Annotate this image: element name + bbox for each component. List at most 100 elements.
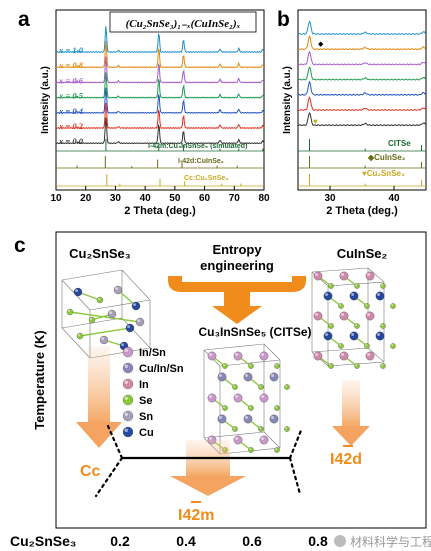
atom [390, 343, 396, 349]
atom [274, 405, 280, 411]
x-tick-label: 10 [50, 193, 62, 204]
panel-b-label-cuinse2: ◆CuInSe₂ [367, 153, 406, 162]
atom [232, 426, 238, 432]
atom [66, 308, 74, 316]
atom [365, 311, 375, 321]
left-cooling-arrow [76, 346, 122, 448]
cu2snse3-crystal-structure [61, 269, 151, 359]
series-label: x = 0.4 [58, 106, 83, 116]
x-tick-label: 40 [140, 193, 152, 204]
atom [328, 323, 334, 329]
atom [354, 363, 360, 369]
panel-a-label: a [18, 8, 30, 31]
xrd-pattern-3 [55, 72, 265, 99]
legend-item: Sn [122, 410, 153, 423]
middle-cooling-arrow [170, 440, 246, 496]
cell-edge [61, 327, 91, 359]
panel-a-x-ticks: 10 20 30 40 50 60 70 80 [50, 186, 270, 204]
cell-edge [121, 269, 151, 301]
atom [107, 309, 117, 319]
xrd-pattern-5 [55, 102, 265, 130]
atom [135, 317, 145, 327]
panel-b-xlabel: 2 Theta (deg.) [326, 205, 398, 217]
ref-label-cc: Cc:Cu₂SnSe₃ [184, 175, 228, 182]
cell-edge [367, 347, 385, 363]
atom [232, 384, 238, 390]
x-axis-tick-0-4: 0.4 [176, 533, 196, 549]
cuinse2-crystal-structure [311, 267, 396, 369]
cell-edge [219, 359, 281, 367]
xrd-pattern-6 [55, 117, 265, 145]
atom [269, 414, 279, 424]
cell-edge [367, 267, 385, 283]
phase-boundaries [94, 424, 304, 498]
x-tick-label: 20 [80, 193, 92, 204]
atom [284, 426, 290, 432]
legend-label: Cu/In/Sn [139, 363, 184, 375]
atom [339, 351, 349, 361]
atom [131, 301, 141, 311]
atom [365, 271, 375, 281]
atom [390, 303, 396, 309]
legend-item: Cu/In/Sn [122, 362, 184, 375]
atom [274, 447, 280, 453]
atom [122, 394, 134, 406]
phase-label-i42m: I42m [178, 507, 214, 524]
x-axis-tick-0-8: 0.8 [308, 533, 328, 549]
atom [233, 435, 243, 445]
x-tick-label: 60 [199, 193, 211, 204]
zoom-pattern-0 [297, 20, 426, 35]
x-axis-tick-0-2: 0.2 [110, 533, 130, 549]
atom [259, 393, 269, 403]
atom [76, 332, 84, 340]
series-label: x = 0.6 [58, 75, 84, 85]
atom [207, 351, 217, 361]
legend-label: Cu [139, 427, 154, 439]
phase-label-i42d: I42d [330, 451, 362, 468]
atom [349, 331, 359, 341]
panel-a-frame [55, 9, 265, 191]
zoom-pattern-2 [297, 50, 426, 66]
panel-c-label: c [14, 234, 26, 257]
atom [284, 384, 290, 390]
atom [339, 311, 349, 321]
entropy-text-line1: Entropy [212, 242, 262, 257]
x-tick-label: 40 [388, 193, 400, 204]
atom [323, 331, 333, 341]
xrd-pattern-2 [55, 56, 265, 84]
ref-label-i42m: I-42m:Cu₃InSnSe₅ (simulated) [148, 143, 247, 150]
atom [122, 378, 134, 390]
atom [328, 283, 334, 289]
atom [258, 426, 264, 432]
zoom-pattern-3 [297, 66, 426, 81]
left-compound-name: Cu₂SnSe₃ [69, 246, 131, 261]
legend-item: Cu [122, 426, 154, 439]
atom [96, 296, 104, 304]
atom [125, 323, 135, 333]
xrd-pattern-1 [55, 41, 265, 69]
atom [375, 331, 385, 341]
panel-b-frame [297, 9, 427, 191]
atom [364, 303, 370, 309]
panel-a-series-labels: x = 1.0 x = 0.8 x = 0.6 x = 0.5 x = 0.4 x = 0… [58, 45, 84, 146]
atom [122, 362, 134, 374]
atom [354, 283, 360, 289]
atom [313, 271, 323, 281]
right-compound-name: CuInSe₂ [337, 246, 388, 261]
panel-a-xlabel: 2 Theta (deg.) [124, 205, 196, 217]
bond [79, 327, 131, 337]
atom [248, 363, 254, 369]
xrd-pattern-0 [55, 26, 265, 54]
x-tick-label: 70 [229, 193, 241, 204]
atom [207, 393, 217, 403]
bond [117, 289, 137, 307]
atom [380, 363, 386, 369]
atom [122, 426, 134, 438]
atom [88, 316, 96, 324]
cell-edge [263, 431, 281, 449]
entropy-arrow [168, 276, 306, 324]
cell-edge [311, 267, 369, 273]
cell-edge [61, 269, 123, 281]
atom [243, 414, 253, 424]
